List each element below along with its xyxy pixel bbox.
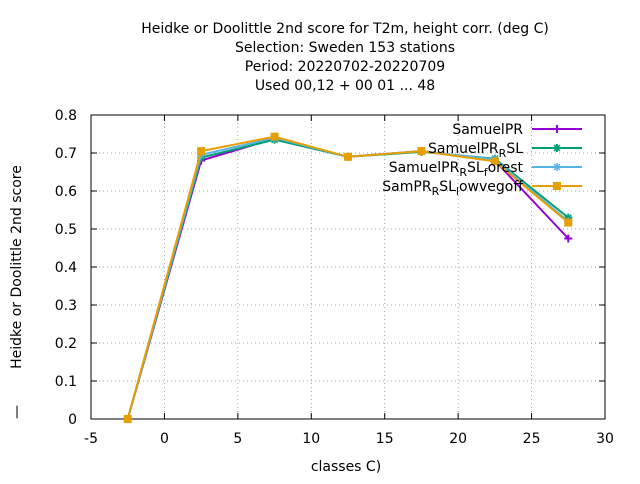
x-tick-label: 20 [449, 431, 467, 447]
legend: SamuelPR SamuelPRRSLSamuelPRRSLforestSamP… [382, 122, 582, 198]
y-tick-label: 0.7 [55, 146, 77, 162]
y-tick-label: 0.6 [55, 184, 77, 200]
series-group [123, 132, 573, 423]
y-axis-label-prefix: — [9, 405, 25, 419]
chart-title: Heidke or Doolittle 2nd score for T2m, h… [141, 21, 549, 94]
data-point [564, 234, 573, 243]
legend-marker-1 [553, 125, 561, 133]
y-tick-label: 0.8 [55, 108, 77, 124]
legend-label-3: SamuelPRRSLforest [389, 160, 524, 179]
y-tick-label: 0.4 [55, 260, 77, 276]
title-line-4: Used 00,12 + 00 01 ... 48 [255, 78, 435, 94]
legend-label-1: SamuelPR [452, 122, 523, 138]
data-point [270, 132, 279, 141]
x-tick-label: 25 [523, 431, 541, 447]
y-axis-label: Heidke or Doolittle 2nd score [9, 165, 25, 369]
axes [90, 114, 606, 420]
x-tick-label: 5 [233, 431, 242, 447]
legend-marker-2 [553, 144, 561, 152]
legend-marker-3 [553, 163, 561, 171]
x-axis-label: classes C) [311, 459, 381, 475]
x-tick-label: 0 [160, 431, 169, 447]
y-tick-label: 0.5 [55, 222, 77, 238]
x-tick-label: 10 [302, 431, 320, 447]
data-point [197, 147, 206, 156]
tick-labels: -5 0 5 10 15 20 25 30 0 0.1 0.2 0.3 0.4 0.5 0.6 0.7 0.8 [55, 108, 614, 447]
legend-label-2: SamuelPRRSL [428, 141, 523, 160]
y-tick-label: 0.3 [55, 298, 77, 314]
data-point [417, 147, 426, 156]
data-point [490, 157, 499, 166]
title-line-2: Selection: Sweden 153 stations [235, 40, 455, 56]
x-tick-label: 30 [596, 431, 614, 447]
title-line-1: Heidke or Doolittle 2nd score for T2m, h… [141, 21, 549, 37]
legend-marker-4 [553, 182, 561, 190]
y-tick-label: 0.2 [55, 336, 77, 352]
x-tick-label: 15 [376, 431, 394, 447]
data-point [344, 152, 352, 161]
y-tick-label: 0.1 [55, 374, 77, 390]
y-tick-label: 0 [68, 412, 77, 428]
data-point [564, 218, 573, 227]
legend-label-4: SamPRRSLlowvegoff [382, 179, 523, 198]
data-point [123, 415, 132, 423]
title-line-3: Period: 20220702-20220709 [245, 59, 445, 75]
x-tick-label: -5 [84, 431, 98, 447]
